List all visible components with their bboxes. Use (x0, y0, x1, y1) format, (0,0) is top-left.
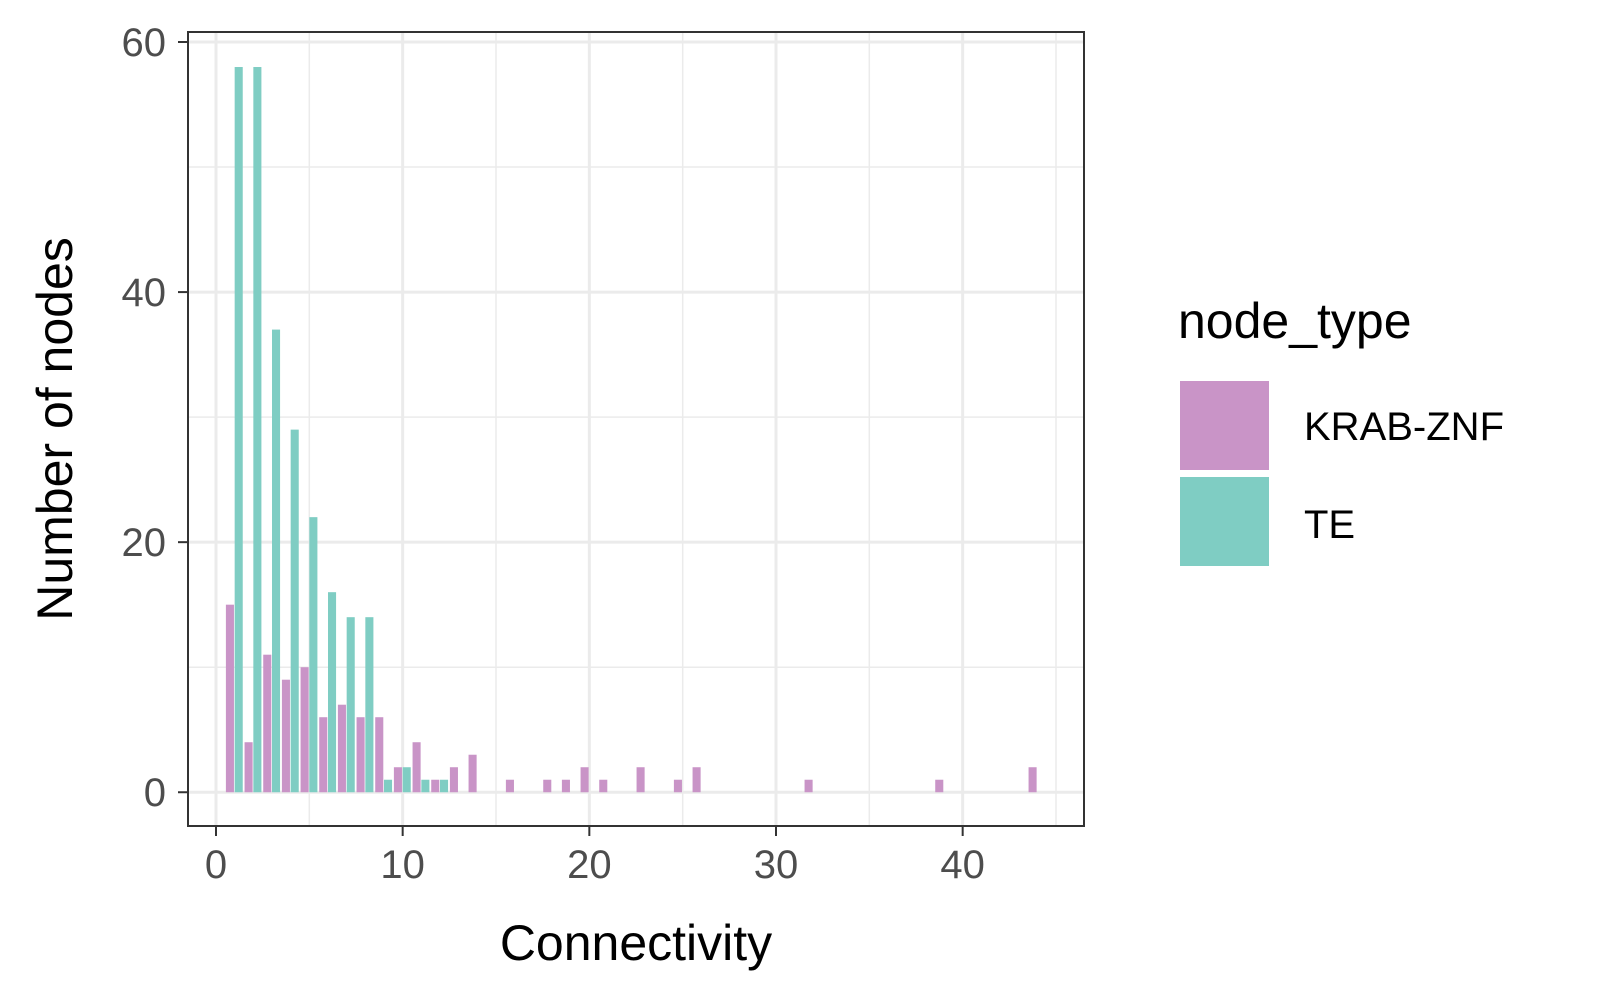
bar-krab-znf (375, 717, 384, 793)
plot-panel-border (187, 31, 1085, 827)
bar-krab-znf (543, 779, 552, 793)
bar-krab-znf (1028, 767, 1037, 793)
bar-te (384, 779, 393, 793)
bar-te (402, 767, 411, 793)
legend-label-te: TE (1304, 503, 1355, 547)
bar-krab-znf (263, 654, 272, 793)
x-axis-title: Connectivity (500, 915, 772, 971)
y-axis-title: Number of nodes (27, 237, 83, 621)
legend-title: node_type (1178, 293, 1412, 349)
bar-te (290, 429, 299, 793)
x-tick-label: 20 (567, 843, 612, 887)
grid-minor (188, 32, 1084, 826)
bar-krab-znf (393, 767, 402, 793)
bar-krab-znf (319, 717, 328, 793)
bar-krab-znf (337, 704, 346, 793)
bar-krab-znf (356, 717, 365, 793)
y-tick-label: 0 (144, 771, 166, 815)
x-tick-label: 40 (940, 843, 985, 887)
bar-te (253, 67, 262, 793)
legend-swatch-te (1180, 477, 1269, 566)
bar-krab-znf (580, 767, 589, 793)
bar-krab-znf (225, 604, 234, 793)
legend-label-krab-znf: KRAB-ZNF (1304, 405, 1504, 449)
bar-krab-znf (505, 779, 514, 793)
x-tick-label: 0 (205, 843, 227, 887)
bar-te (272, 329, 281, 793)
bar-krab-znf (244, 742, 253, 793)
bar-krab-znf (412, 742, 421, 793)
x-tick-label: 30 (754, 843, 799, 887)
bar-krab-znf (468, 754, 477, 793)
bar-te (328, 592, 337, 793)
bar-krab-znf (561, 779, 570, 793)
grid-major (188, 32, 1084, 826)
legend: node_type KRAB-ZNF TE (1178, 293, 1504, 566)
bars (225, 67, 1037, 793)
y-axis-ticks: 0 20 40 60 (122, 21, 188, 815)
bar-krab-znf (300, 667, 309, 793)
plot-panel-background (188, 32, 1084, 826)
y-tick-label: 20 (122, 521, 167, 565)
y-tick-label: 60 (122, 21, 167, 65)
bar-te (421, 779, 430, 793)
bar-te (365, 617, 374, 793)
bar-krab-znf (599, 779, 608, 793)
bar-te (309, 517, 318, 793)
bar-krab-znf (281, 679, 290, 793)
y-tick-label: 40 (122, 271, 167, 315)
x-tick-label: 10 (380, 843, 425, 887)
legend-swatch-krab-znf (1180, 381, 1269, 470)
bar-krab-znf (692, 767, 701, 793)
bar-te (346, 617, 355, 793)
bar-krab-znf (431, 779, 440, 793)
bar-te (234, 67, 243, 793)
bar-krab-znf (804, 779, 813, 793)
bar-krab-znf (636, 767, 645, 793)
x-axis-ticks: 0 10 20 30 40 (205, 826, 985, 887)
bar-krab-znf (935, 779, 944, 793)
bar-te (440, 779, 449, 793)
bar-krab-znf (449, 767, 458, 793)
bar-krab-znf (673, 779, 682, 793)
